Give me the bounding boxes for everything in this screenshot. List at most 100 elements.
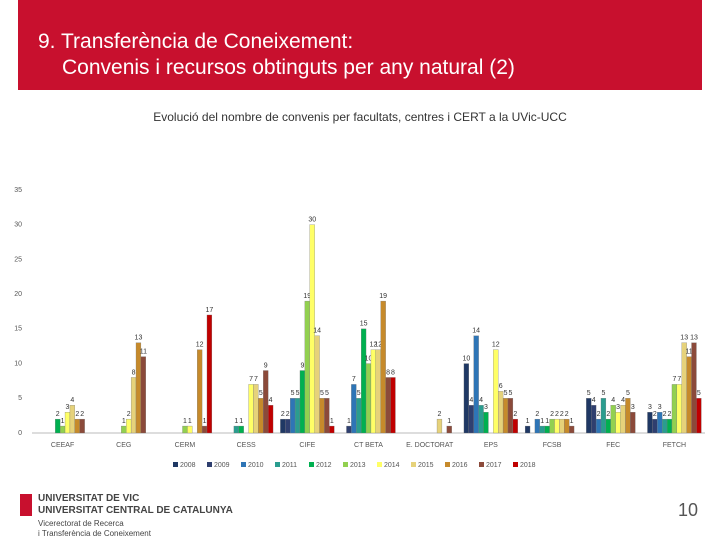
value-label: 2 [560, 411, 564, 418]
bar [483, 412, 489, 434]
bar [478, 405, 484, 434]
value-label: 1 [447, 418, 451, 425]
bar [304, 300, 310, 434]
y-tick-label: 0 [18, 430, 22, 437]
value-label: 1 [330, 418, 334, 425]
value-label: 13 [680, 335, 688, 342]
bar [620, 405, 626, 434]
value-label: 8 [132, 369, 136, 376]
bar [351, 384, 357, 434]
legend-label: 2011 [282, 462, 297, 469]
value-label: 3 [631, 404, 635, 411]
value-label: 2 [281, 411, 285, 418]
value-label: 7 [249, 376, 253, 383]
value-label: 3 [648, 404, 652, 411]
value-label: 3 [484, 404, 488, 411]
bar [238, 425, 244, 434]
value-label: 1 [526, 418, 530, 425]
bar [600, 398, 607, 434]
bar [294, 398, 301, 434]
value-label: 12 [374, 342, 382, 349]
unit-text: i Transferència de Coneixement [38, 529, 151, 538]
bar [121, 425, 127, 434]
value-label: 1 [570, 418, 574, 425]
logo-mark [20, 494, 32, 516]
value-label: 11 [140, 348, 147, 355]
value-label: 2 [606, 411, 610, 418]
value-label: 2 [286, 411, 290, 418]
value-label: 12 [492, 342, 500, 349]
legend-label: 2012 [316, 462, 332, 469]
value-label: 2 [75, 411, 79, 418]
chart-title: Evolució del nombre de convenis per facu… [153, 110, 567, 124]
bar [380, 300, 386, 434]
page-number: 10 [677, 500, 698, 520]
value-label: 2 [653, 411, 657, 418]
legend-label: 2017 [486, 462, 502, 469]
bar [64, 412, 71, 434]
bar [140, 356, 146, 434]
bar [197, 349, 203, 434]
title-line: 9. Transferència de Coneixement: [38, 30, 354, 53]
bar [201, 425, 208, 434]
value-label: 4 [269, 397, 273, 404]
value-label: 6 [499, 383, 503, 390]
x-tick-label: EPS [484, 442, 498, 449]
y-tick-label: 5 [18, 395, 22, 402]
bar [534, 418, 540, 434]
bar [610, 405, 616, 434]
value-label: 1 [545, 418, 549, 425]
value-label: 5 [504, 390, 508, 397]
bar [263, 370, 269, 434]
value-label: 1 [540, 418, 544, 425]
x-tick-label: CERM [175, 442, 196, 449]
bar [468, 405, 474, 434]
bar [187, 425, 193, 434]
bar [446, 425, 452, 434]
bar [390, 377, 396, 434]
legend-label: 2014 [384, 462, 400, 469]
value-label: 5 [357, 390, 361, 397]
bar [346, 425, 352, 434]
bar [549, 418, 555, 434]
bar [258, 398, 264, 434]
bar [473, 335, 479, 434]
bar [625, 398, 631, 434]
bar [233, 425, 239, 434]
value-label: 2 [127, 411, 131, 418]
bar [671, 384, 678, 434]
bar [375, 349, 381, 434]
value-label: 2 [555, 411, 559, 418]
bar [559, 418, 565, 434]
value-label: 3 [616, 404, 620, 411]
logo-text: UNIVERSITAT DE VIC [38, 493, 140, 504]
legend-swatch [411, 462, 416, 467]
bar [554, 418, 560, 434]
value-label: 5 [296, 390, 300, 397]
value-label: 4 [479, 397, 483, 404]
legend-label: 2008 [180, 462, 196, 469]
value-label: 5 [325, 390, 329, 397]
value-label: 3 [66, 404, 70, 411]
value-label: 19 [303, 293, 311, 300]
bar [569, 425, 575, 434]
bar [253, 384, 259, 434]
bar [615, 412, 621, 434]
value-label: 13 [690, 335, 698, 342]
bar [493, 349, 499, 434]
value-label: 8 [391, 369, 395, 376]
bar [524, 425, 531, 434]
value-label: 15 [360, 321, 368, 328]
bar [268, 405, 274, 434]
value-label: 2 [663, 411, 667, 418]
value-label: 10 [462, 355, 470, 362]
bar [657, 412, 663, 434]
bar [182, 425, 188, 434]
bar [329, 425, 335, 434]
bar [630, 412, 636, 434]
x-tick-label: CT BETA [354, 442, 383, 449]
legend-swatch [207, 462, 212, 467]
value-label: 1 [234, 418, 238, 425]
bar [652, 418, 658, 434]
bar [361, 328, 367, 434]
